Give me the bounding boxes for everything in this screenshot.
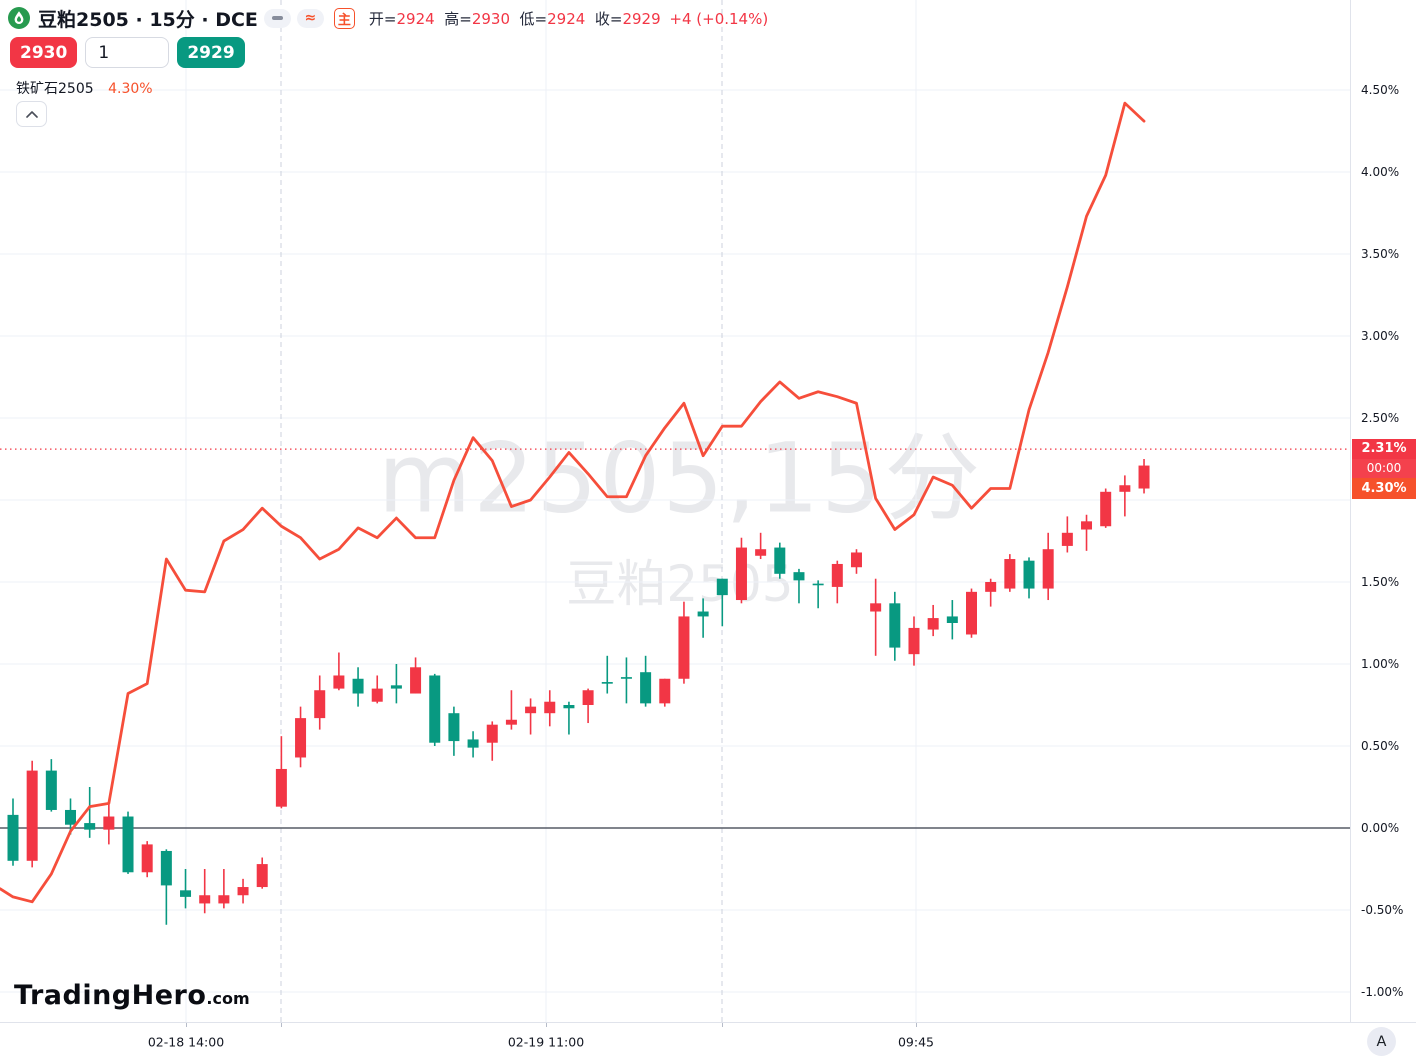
dash-icon — [271, 16, 283, 20]
hide-indicator-icon[interactable] — [263, 8, 291, 28]
price-axis-label: 3.00% — [1361, 329, 1400, 343]
chart-svg[interactable] — [0, 0, 1350, 1022]
last-price-badge: 2.31% — [1352, 439, 1416, 460]
chart-header: 豆粕2505 · 15分 · DCE ≈ 主 开=2924 高=2930 低=2… — [8, 4, 768, 32]
price-axis-label: 2.50% — [1361, 411, 1400, 425]
broker-logo-icon[interactable] — [8, 7, 30, 29]
time-axis-tick — [722, 1023, 723, 1027]
compare-change: 4.30% — [108, 81, 153, 97]
main-contract-icon[interactable]: 主 — [333, 7, 355, 29]
price-axis-label: 3.50% — [1361, 247, 1400, 261]
approx-icon[interactable]: ≈ — [296, 8, 324, 28]
time-axis[interactable]: 02-18 14:00 02-19 11:00 09:45 — [0, 1022, 1416, 1060]
compare-symbol-name: 铁矿石2505 — [16, 81, 94, 97]
low-value: 2924 — [547, 9, 586, 28]
time-axis-tick — [281, 1023, 282, 1027]
time-axis-tick — [916, 1023, 917, 1027]
price-axis-label: 4.50% — [1361, 83, 1400, 97]
compare-series-row[interactable]: 铁矿石2505 4.30% — [16, 78, 153, 98]
high-label: 高= — [444, 9, 472, 28]
chevron-up-icon — [25, 110, 38, 118]
price-axis[interactable]: 4.50% 4.00% 3.50% 3.00% 2.50% 1.50% 1.00% 0.50%… — [1350, 0, 1416, 1022]
high-value: 2930 — [471, 9, 510, 28]
price-axis-label: 1.00% — [1361, 657, 1400, 671]
last-price-badges: 2.31% 00:00 4.30% — [1352, 439, 1416, 500]
price-axis-label: 4.00% — [1361, 165, 1400, 179]
change-value: +4 (+0.14%) — [669, 9, 769, 28]
price-axis-label: 1.50% — [1361, 575, 1400, 589]
collapse-panel-button[interactable] — [16, 101, 47, 127]
time-axis-label: 02-19 11:00 — [507, 1034, 585, 1049]
open-value: 2924 — [396, 9, 435, 28]
auto-scale-button[interactable]: A — [1367, 1027, 1396, 1056]
close-label: 收= — [594, 9, 623, 28]
time-axis-tick — [546, 1023, 547, 1027]
time-axis-label: 09:45 — [897, 1034, 935, 1049]
branding-name: TradingHero — [14, 980, 207, 1011]
price-axis-label: 0.00% — [1361, 821, 1400, 835]
symbol-title[interactable]: 豆粕2505 · 15分 · DCE — [38, 8, 258, 31]
bar-countdown-badge: 00:00 — [1352, 459, 1416, 479]
branding-tld: .com — [206, 989, 250, 1008]
branding-logo: TradingHero.com — [14, 980, 250, 1011]
low-label: 低= — [519, 9, 548, 28]
price-axis-label: 0.50% — [1361, 739, 1400, 753]
compare-value-badge: 4.30% — [1352, 478, 1416, 500]
sell-price-button[interactable]: 2930 — [10, 37, 78, 68]
ohlc-readout: 开=2924 高=2930 低=2924 收=2929 +4 (+0.14%) — [369, 8, 768, 29]
price-axis-label: -1.00% — [1361, 985, 1404, 999]
close-value: 2929 — [622, 9, 661, 28]
time-axis-tick — [186, 1023, 187, 1027]
time-axis-label: 02-18 14:00 — [147, 1034, 225, 1049]
open-label: 开= — [368, 9, 397, 28]
price-axis-label: -0.50% — [1361, 903, 1404, 917]
quantity-input[interactable] — [85, 37, 170, 68]
chart-plot-area[interactable]: m2505,15分 豆粕2505 — [0, 0, 1350, 1022]
buy-price-button[interactable]: 2929 — [177, 37, 245, 68]
trade-panel: 2930 2929 — [10, 37, 245, 68]
